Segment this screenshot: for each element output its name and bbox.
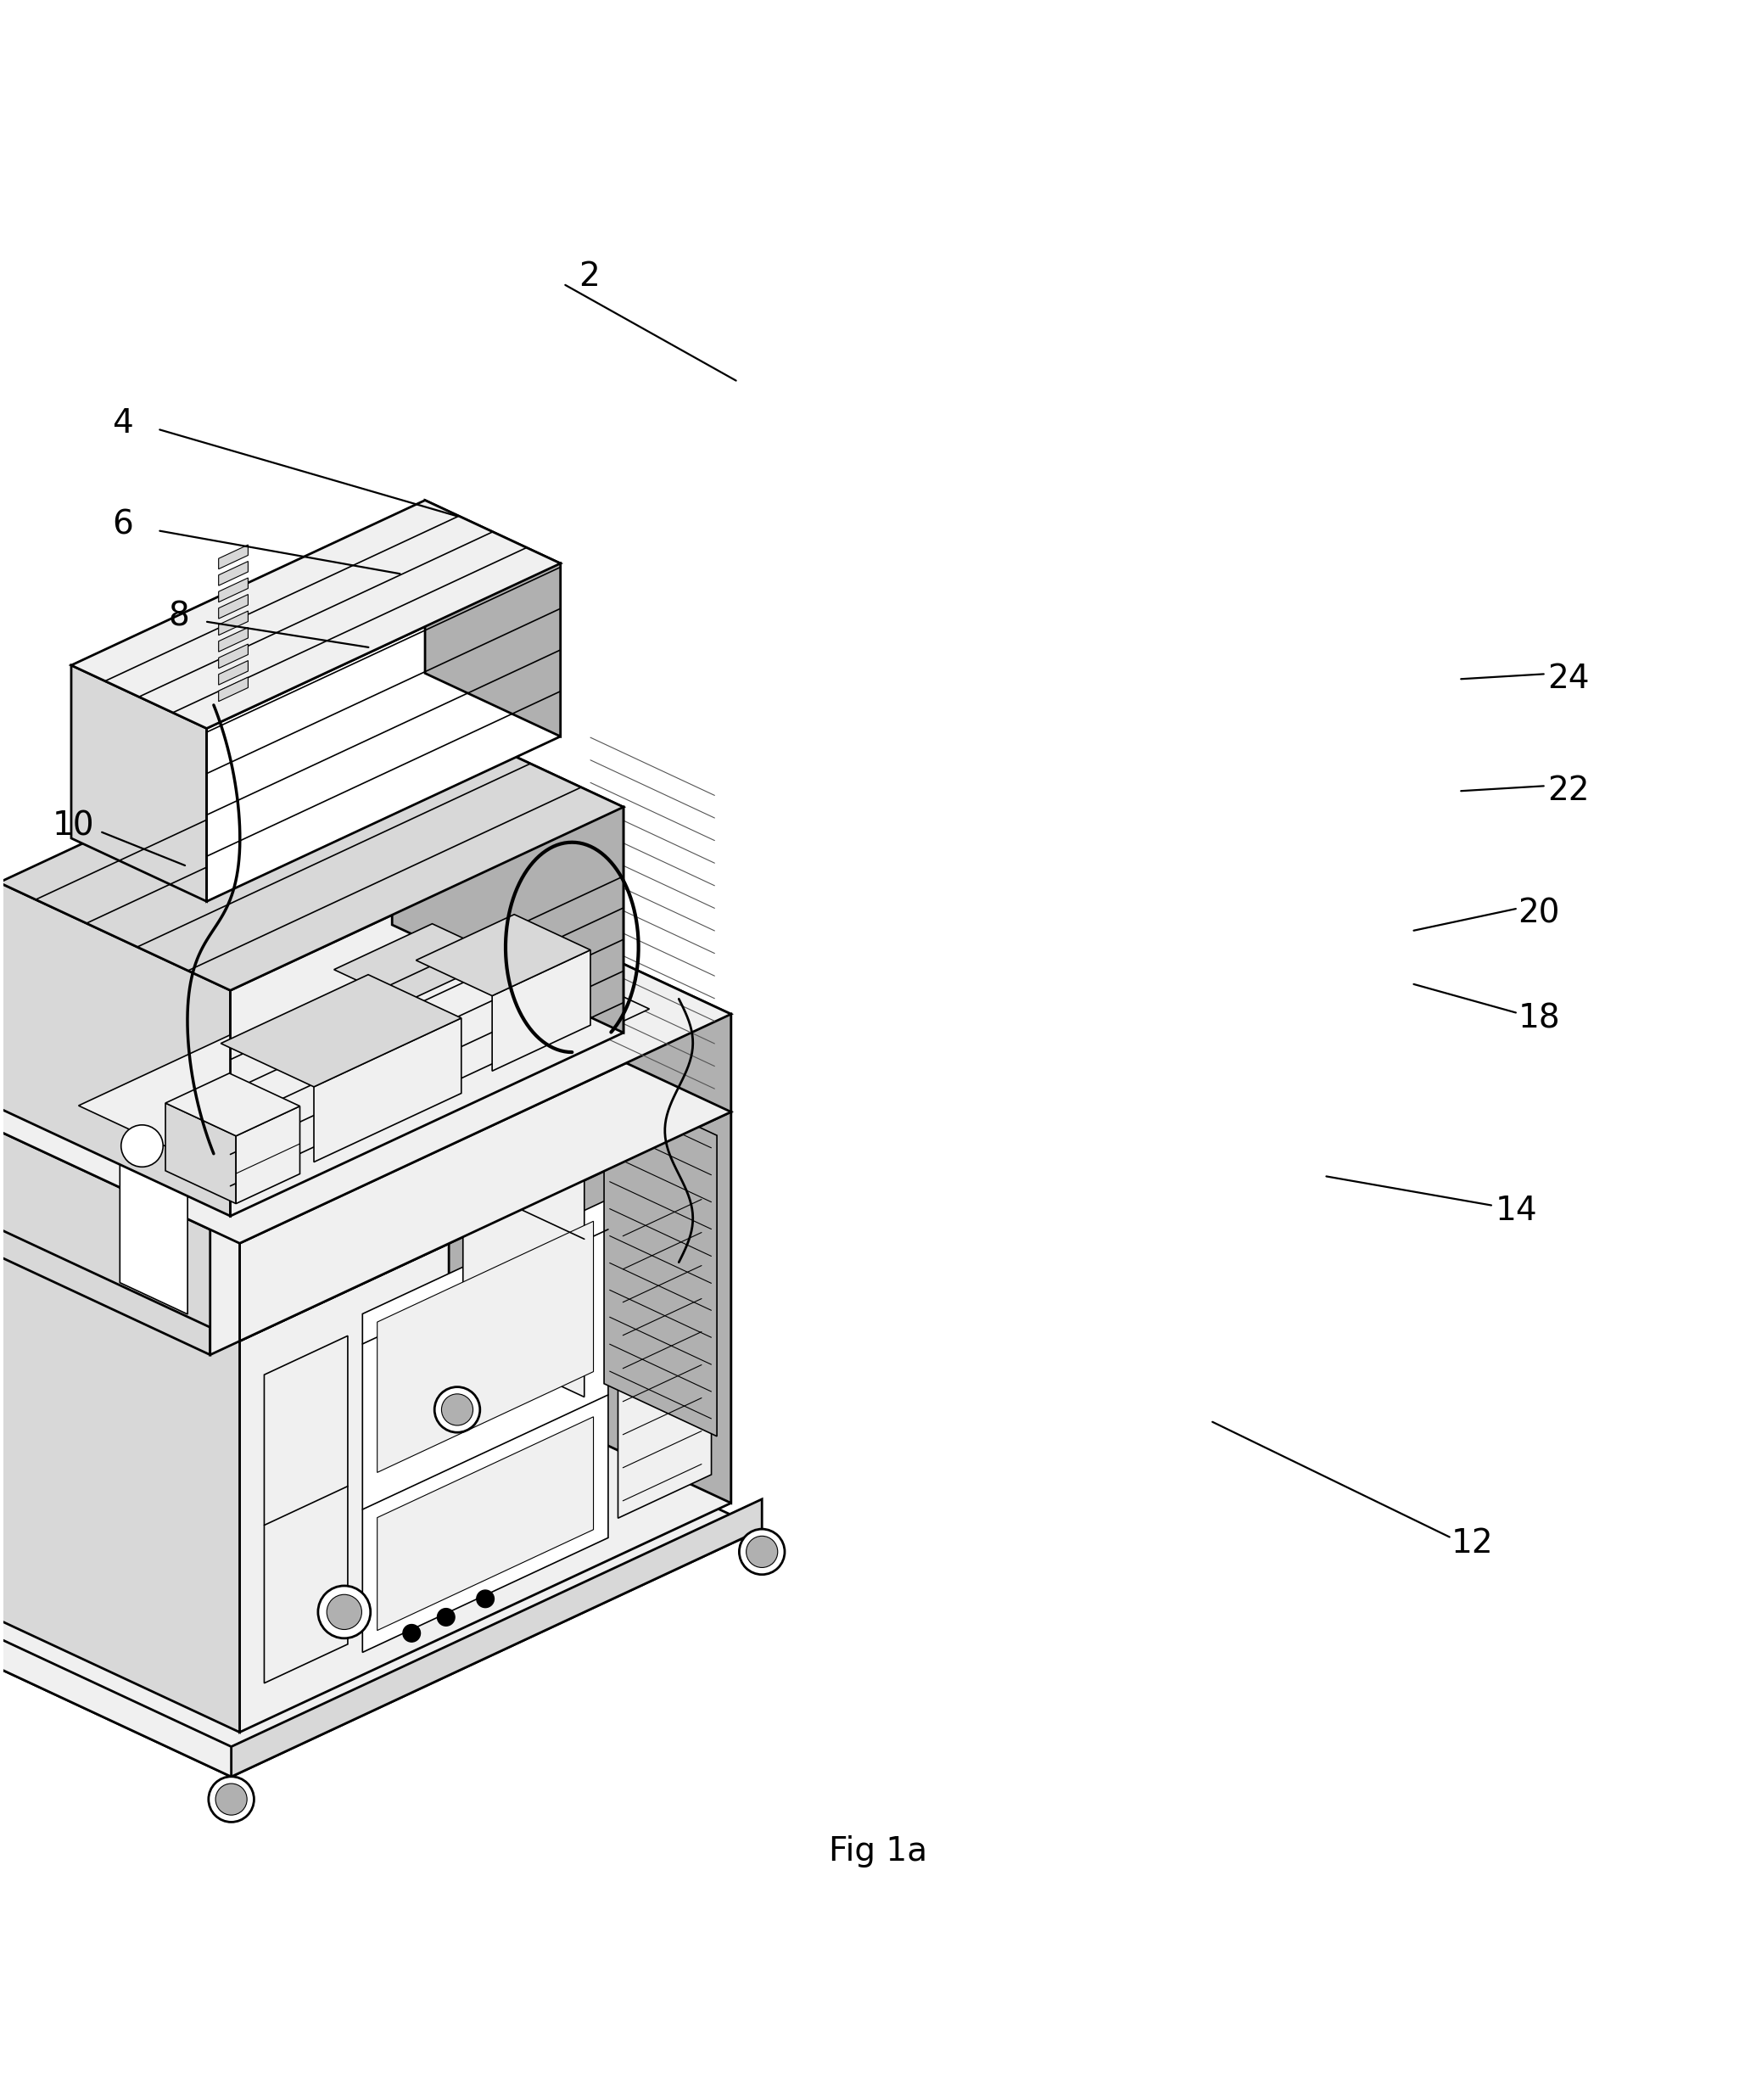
Polygon shape <box>72 500 560 729</box>
Polygon shape <box>218 561 248 586</box>
Polygon shape <box>16 1107 241 1212</box>
Polygon shape <box>230 806 623 1216</box>
Polygon shape <box>119 1161 188 1315</box>
Polygon shape <box>450 981 730 1504</box>
Polygon shape <box>221 974 462 1088</box>
Polygon shape <box>0 981 730 1342</box>
Polygon shape <box>450 882 730 1111</box>
Polygon shape <box>218 628 248 651</box>
Polygon shape <box>378 1418 594 1630</box>
Polygon shape <box>79 1008 453 1182</box>
Text: 12: 12 <box>1452 1527 1494 1560</box>
Polygon shape <box>404 956 650 1071</box>
Polygon shape <box>0 981 450 1600</box>
Polygon shape <box>165 1073 300 1136</box>
Circle shape <box>216 1783 248 1814</box>
Circle shape <box>441 1394 472 1426</box>
Circle shape <box>434 1386 479 1432</box>
Polygon shape <box>392 699 623 1033</box>
Circle shape <box>318 1586 371 1638</box>
Polygon shape <box>72 666 207 901</box>
Circle shape <box>402 1625 420 1642</box>
Text: 4: 4 <box>112 407 133 439</box>
Text: 10: 10 <box>53 811 95 842</box>
Polygon shape <box>604 1084 716 1436</box>
Polygon shape <box>232 1499 762 1777</box>
Polygon shape <box>39 985 502 1201</box>
Circle shape <box>739 1529 785 1575</box>
Text: 22: 22 <box>1547 775 1589 806</box>
Polygon shape <box>464 1031 585 1396</box>
Polygon shape <box>0 882 230 1216</box>
Circle shape <box>121 1126 163 1168</box>
Polygon shape <box>0 882 730 1243</box>
Polygon shape <box>425 500 560 737</box>
Polygon shape <box>362 1199 608 1653</box>
Polygon shape <box>218 611 248 634</box>
Polygon shape <box>239 1111 730 1732</box>
Circle shape <box>327 1594 362 1630</box>
Text: 18: 18 <box>1517 1002 1559 1035</box>
Polygon shape <box>218 645 248 668</box>
Polygon shape <box>0 699 623 991</box>
Polygon shape <box>211 1214 239 1354</box>
Polygon shape <box>207 563 560 901</box>
Polygon shape <box>416 914 590 995</box>
Polygon shape <box>218 594 248 620</box>
Polygon shape <box>314 1018 462 1161</box>
Text: 6: 6 <box>112 508 133 542</box>
Polygon shape <box>492 949 590 1071</box>
Polygon shape <box>618 1166 711 1518</box>
Polygon shape <box>165 1102 235 1203</box>
Text: 24: 24 <box>1547 664 1589 695</box>
Polygon shape <box>0 1111 239 1342</box>
Polygon shape <box>0 1082 239 1226</box>
Text: 14: 14 <box>1496 1195 1538 1226</box>
Polygon shape <box>218 676 248 701</box>
Text: 20: 20 <box>1519 897 1559 930</box>
Polygon shape <box>263 1336 348 1684</box>
Circle shape <box>746 1535 778 1567</box>
Polygon shape <box>218 578 248 603</box>
Polygon shape <box>378 1222 594 1472</box>
Text: Fig 1a: Fig 1a <box>829 1835 927 1867</box>
Polygon shape <box>0 1210 239 1732</box>
Polygon shape <box>0 1604 232 1777</box>
Polygon shape <box>0 1388 762 1777</box>
Circle shape <box>437 1609 455 1625</box>
Text: 8: 8 <box>169 601 190 632</box>
Circle shape <box>209 1777 255 1823</box>
Circle shape <box>476 1590 493 1609</box>
Polygon shape <box>218 544 248 569</box>
Polygon shape <box>0 1096 211 1354</box>
Polygon shape <box>235 1107 300 1203</box>
Text: 2: 2 <box>579 260 601 292</box>
Polygon shape <box>218 662 248 685</box>
Polygon shape <box>239 1014 730 1342</box>
Polygon shape <box>334 924 502 1002</box>
